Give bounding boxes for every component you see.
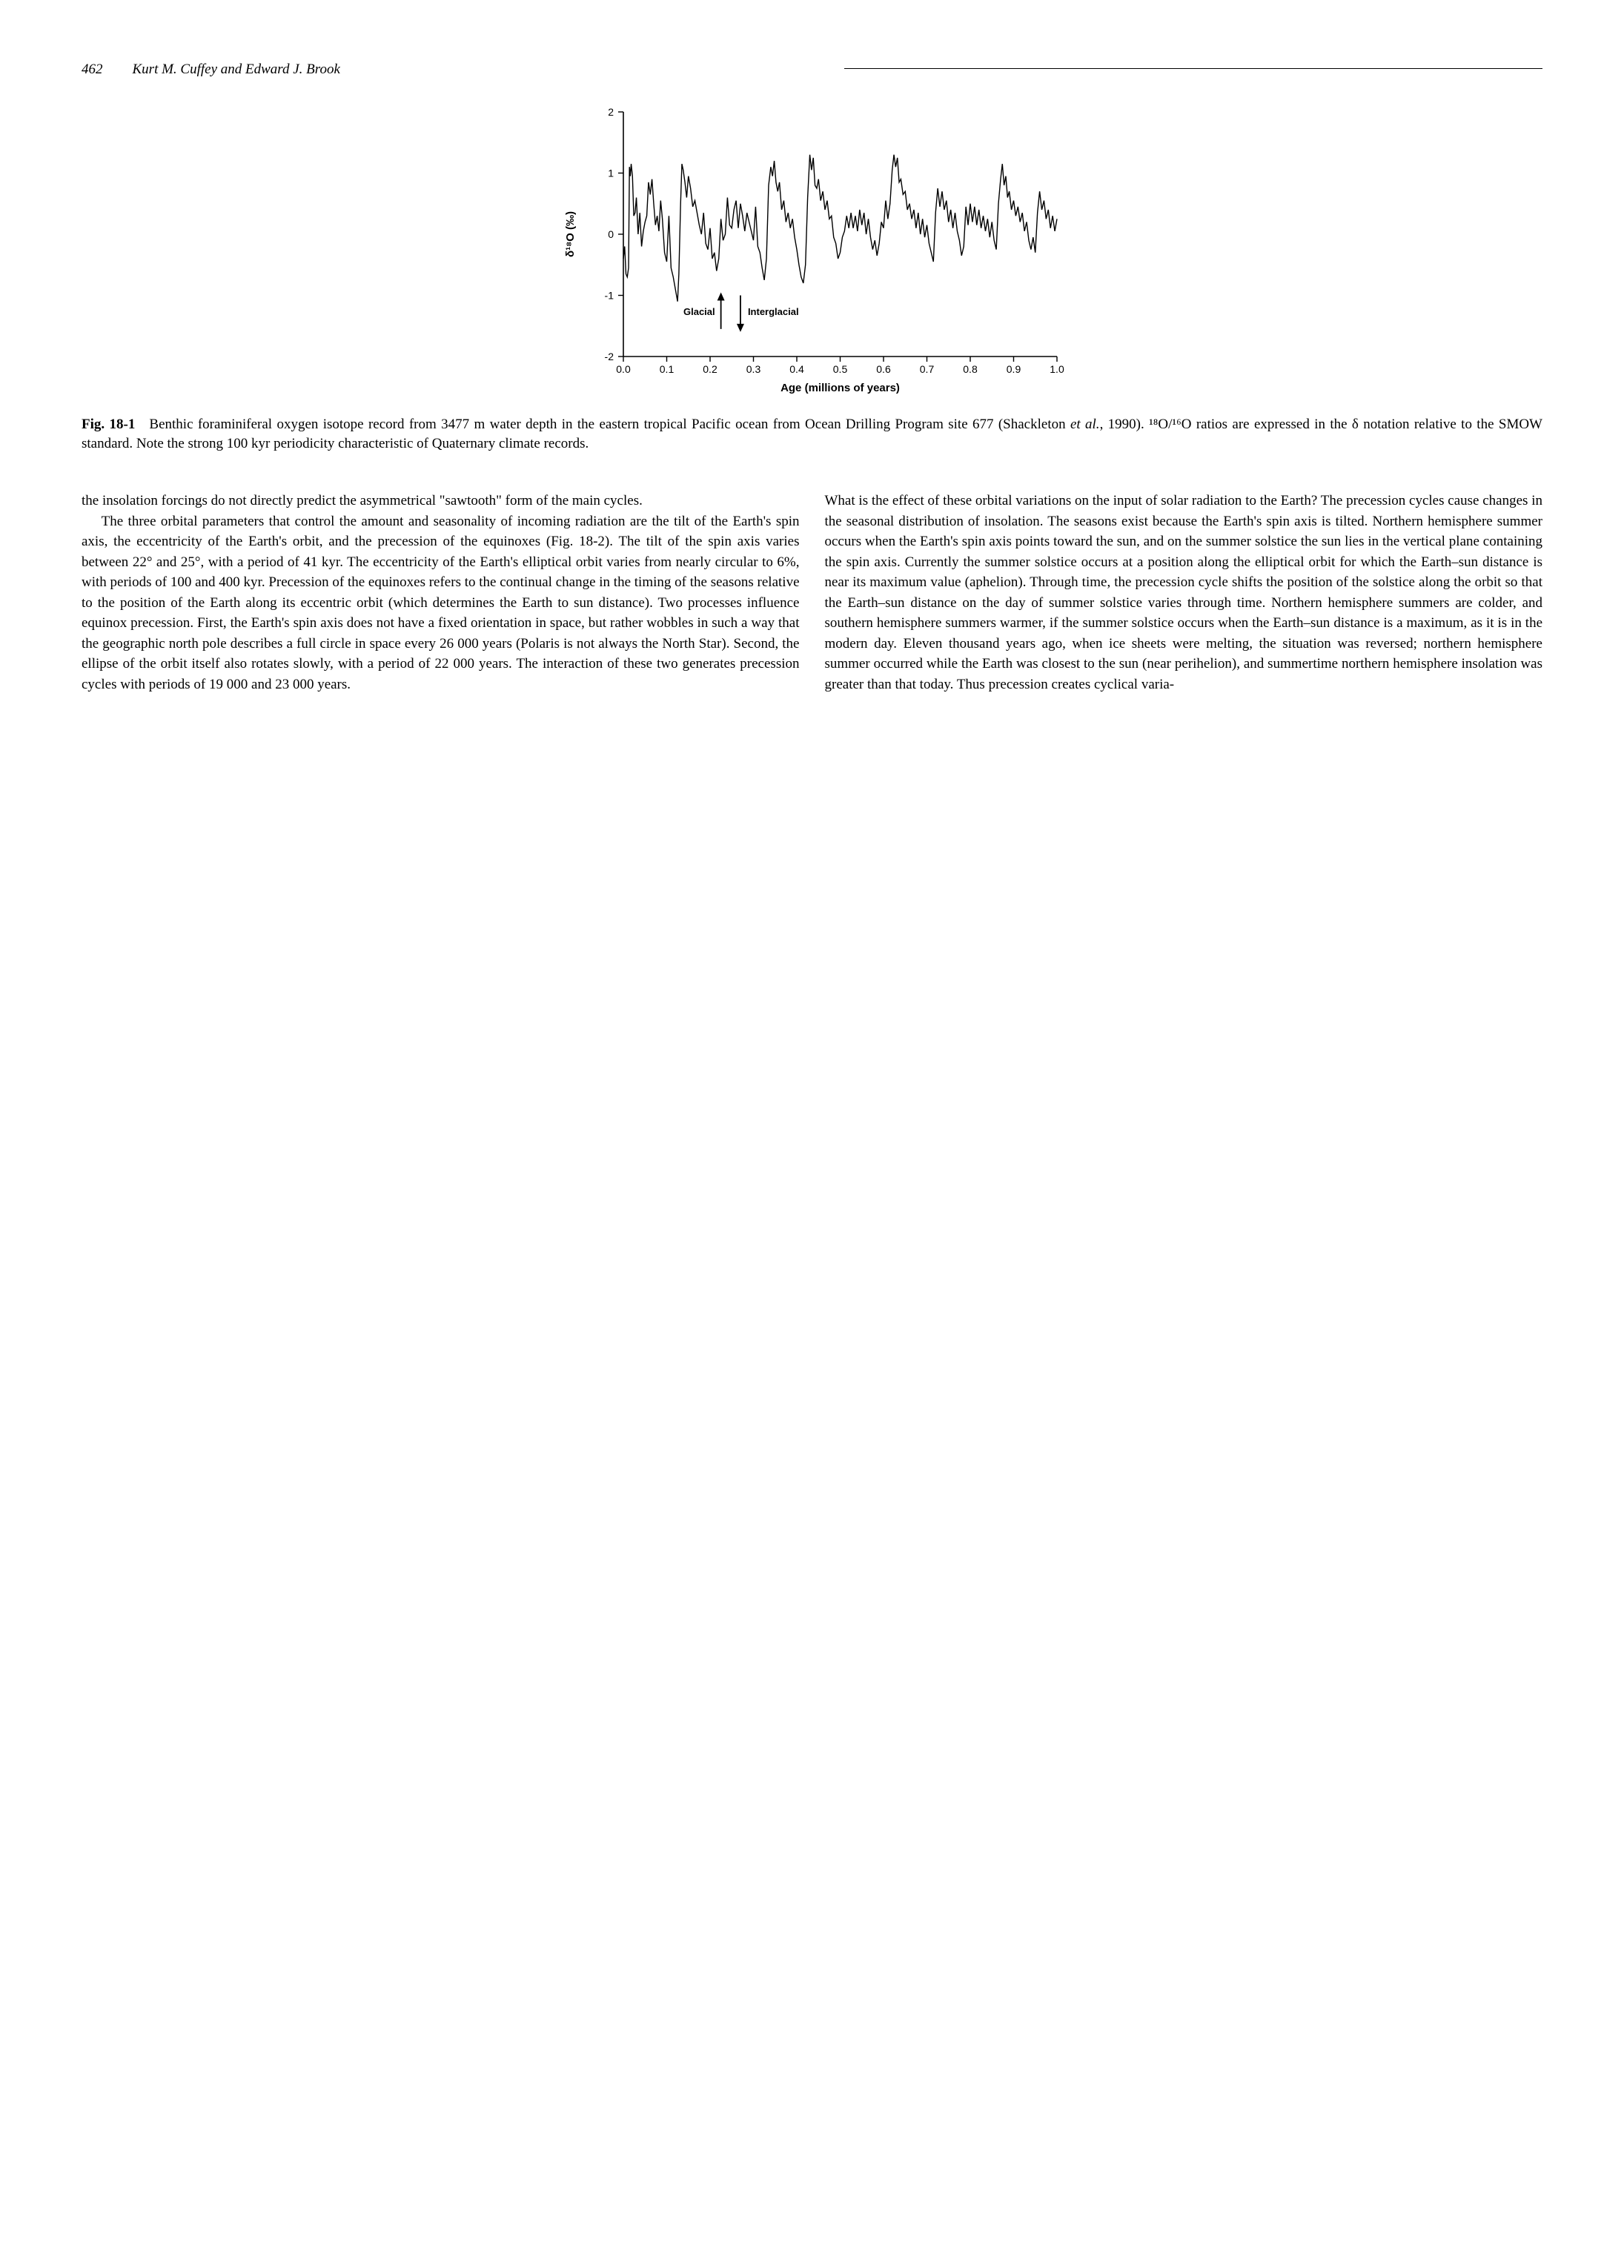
svg-text:Interglacial: Interglacial bbox=[747, 306, 798, 317]
svg-text:δ¹⁸O (‰): δ¹⁸O (‰) bbox=[564, 211, 577, 257]
right-column: What is the effect of these orbital vari… bbox=[825, 491, 1543, 694]
figure-label: Fig. 18-1 bbox=[82, 417, 135, 432]
svg-text:0.2: 0.2 bbox=[703, 363, 717, 375]
svg-text:0.1: 0.1 bbox=[659, 363, 674, 375]
author-names: Kurt M. Cuffey and Edward J. Brook bbox=[133, 59, 831, 80]
svg-text:Glacial: Glacial bbox=[683, 306, 715, 317]
body-columns: the insolation forcings do not directly … bbox=[82, 491, 1542, 694]
svg-text:0.5: 0.5 bbox=[832, 363, 847, 375]
svg-text:0: 0 bbox=[608, 228, 614, 240]
svg-text:0.3: 0.3 bbox=[746, 363, 760, 375]
caption-italic: et al. bbox=[1070, 417, 1100, 432]
svg-text:0.6: 0.6 bbox=[876, 363, 891, 375]
figure-caption: Fig. 18-1 Benthic foraminiferal oxygen i… bbox=[82, 415, 1542, 454]
svg-text:0.8: 0.8 bbox=[963, 363, 978, 375]
svg-text:2: 2 bbox=[608, 106, 614, 118]
left-column: the insolation forcings do not directly … bbox=[82, 491, 800, 694]
svg-text:1.0: 1.0 bbox=[1050, 363, 1064, 375]
svg-text:0.7: 0.7 bbox=[919, 363, 934, 375]
right-p1: What is the effect of these orbital vari… bbox=[825, 491, 1543, 694]
isotope-chart: -2 -1 0 1 2 0.0 0.1 0.2 0.3 0.4 0.5 0.6 0.7 0.8 0.9 1.0… bbox=[553, 101, 1072, 397]
svg-text:Age (millions of years): Age (millions of years) bbox=[780, 382, 900, 394]
svg-text:-1: -1 bbox=[604, 289, 614, 301]
left-p2: The three orbital parameters that contro… bbox=[82, 511, 800, 695]
left-p1: the insolation forcings do not directly … bbox=[82, 491, 800, 511]
svg-text:-2: -2 bbox=[604, 351, 614, 362]
svg-text:0.9: 0.9 bbox=[1006, 363, 1021, 375]
page-number: 462 bbox=[82, 59, 103, 80]
page-header: 462 Kurt M. Cuffey and Edward J. Brook bbox=[82, 59, 1542, 80]
header-rule bbox=[844, 68, 1542, 69]
svg-text:1: 1 bbox=[608, 167, 614, 179]
svg-text:0.0: 0.0 bbox=[616, 363, 631, 375]
svg-text:0.4: 0.4 bbox=[789, 363, 804, 375]
figure-18-1: -2 -1 0 1 2 0.0 0.1 0.2 0.3 0.4 0.5 0.6 0.7 0.8 0.9 1.0… bbox=[82, 101, 1542, 397]
caption-text-a: Benthic foraminiferal oxygen isotope rec… bbox=[149, 417, 1070, 432]
